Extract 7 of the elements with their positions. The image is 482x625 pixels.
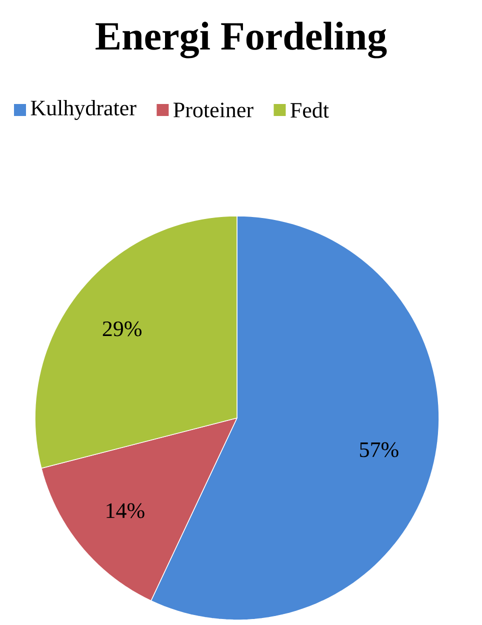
chart-title: Energi Fordeling <box>96 22 387 58</box>
data-label: 29% <box>102 321 142 336</box>
legend-label: Fedt <box>290 102 329 118</box>
legend-label: Kulhydrater <box>30 100 136 120</box>
data-label: 57% <box>360 442 398 458</box>
data-label: 14% <box>106 503 144 518</box>
legend-label: Proteiner <box>174 102 254 118</box>
